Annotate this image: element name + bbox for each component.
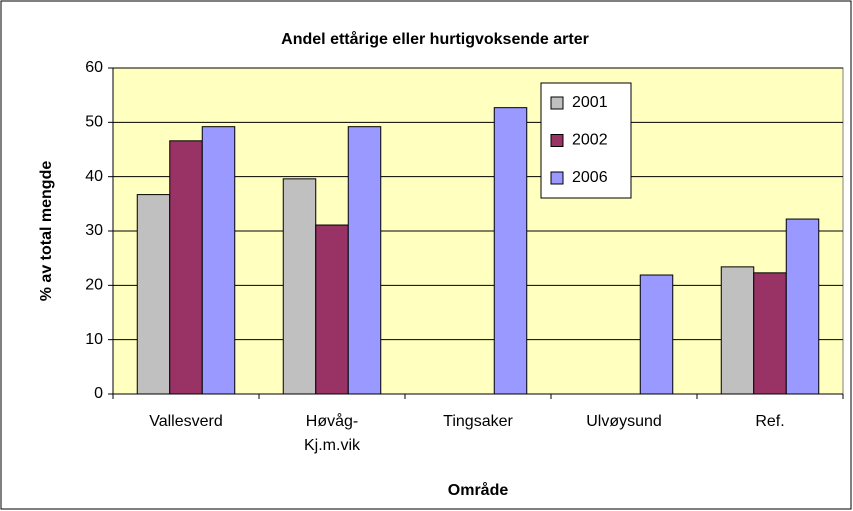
y-tick-label: 30 — [85, 222, 103, 239]
legend-swatch — [550, 134, 564, 147]
legend-label: 2002 — [572, 132, 608, 149]
chart-title: Andel ettårige eller hurtigvoksende arte… — [281, 30, 589, 48]
bar — [169, 140, 203, 395]
y-tick-label: 20 — [85, 277, 103, 294]
y-tick-label: 60 — [85, 59, 103, 76]
bar — [493, 107, 528, 395]
y-tick-label: 50 — [85, 114, 103, 131]
bar — [136, 194, 171, 395]
x-tick-label: Ulvøysund — [586, 413, 662, 430]
legend-label: 2006 — [572, 169, 608, 186]
bar — [639, 274, 674, 395]
legend-swatch — [550, 171, 564, 185]
x-tick-label: Ref. — [755, 413, 784, 430]
y-tick-label: 10 — [85, 331, 103, 348]
y-axis-label: % av total mengde — [38, 161, 55, 302]
bar — [315, 224, 349, 395]
x-tick-label: Tingsaker — [443, 413, 513, 430]
bar — [347, 126, 382, 395]
bar — [282, 178, 317, 395]
x-tick-label: Høvåg-Kj.m.vik — [304, 412, 361, 454]
bar — [785, 218, 820, 395]
x-tick-label: Vallesverd — [149, 413, 223, 430]
legend-label: 2001 — [572, 94, 608, 111]
x-axis-label: Område — [448, 481, 509, 499]
y-tick-label: 40 — [85, 168, 103, 185]
legend-swatch — [550, 96, 564, 110]
bar — [720, 266, 755, 395]
bar — [753, 272, 787, 395]
y-tick-label: 0 — [94, 385, 103, 402]
bar — [201, 126, 236, 395]
